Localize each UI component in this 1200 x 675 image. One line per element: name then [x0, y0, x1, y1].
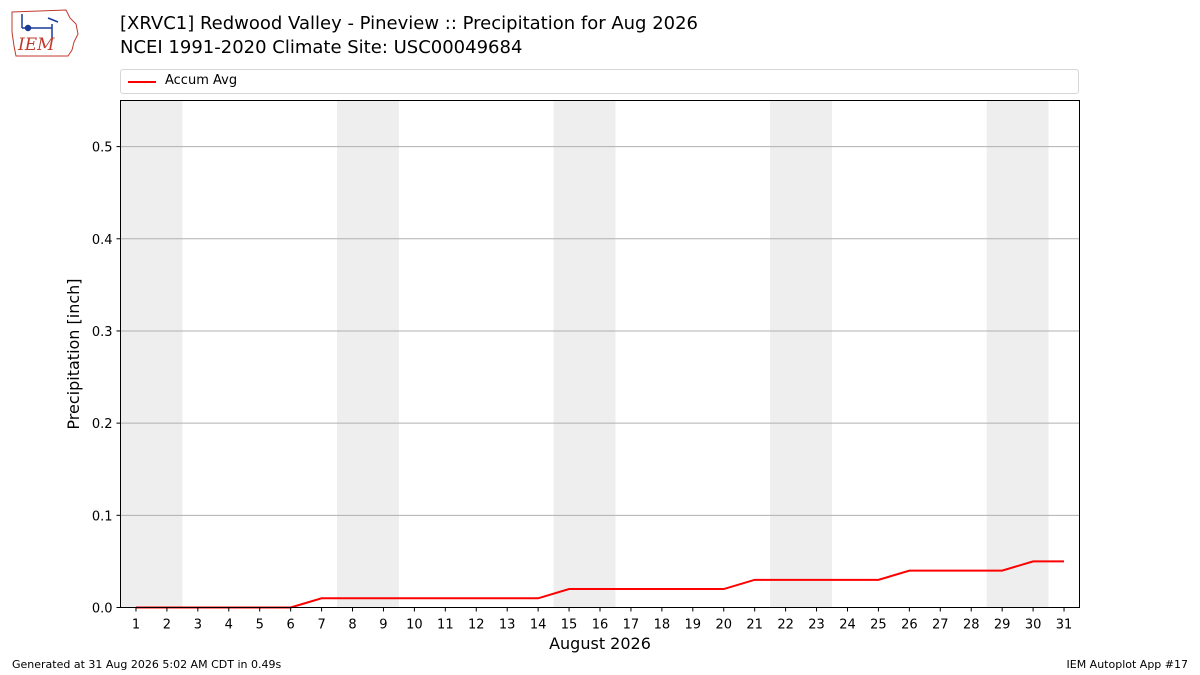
x-tick-label: 13 — [499, 618, 516, 633]
x-tick-label: 8 — [348, 618, 356, 633]
x-tick-label: 29 — [994, 618, 1011, 633]
x-tick-label: 2 — [163, 618, 171, 633]
x-tick-label: 23 — [808, 618, 825, 633]
legend-swatch — [128, 81, 156, 83]
weekend-band — [120, 100, 183, 608]
chart-subtitle: NCEI 1991-2020 Climate Site: USC00049684 — [120, 37, 523, 58]
y-tick-label: 0.5 — [92, 141, 113, 156]
y-tick-label: 0.2 — [92, 417, 113, 432]
x-tick-label: 5 — [256, 618, 264, 633]
x-tick-label: 12 — [468, 618, 485, 633]
x-tick-label: 11 — [437, 618, 454, 633]
weekend-band — [770, 100, 833, 608]
x-tick-label: 27 — [932, 618, 949, 633]
weather-station-icon — [21, 14, 59, 38]
iowa-outline-icon — [11, 9, 79, 57]
x-tick-label: 9 — [379, 618, 387, 633]
x-tick-label: 19 — [685, 618, 702, 633]
x-tick-label: 25 — [870, 618, 887, 633]
y-tick-label: 0.1 — [92, 509, 113, 524]
x-tick-label: 14 — [530, 618, 547, 633]
app-credit: IEM Autoplot App #17 — [1066, 658, 1189, 671]
x-tick-label: 1 — [132, 618, 140, 633]
x-axis-label: August 2026 — [549, 634, 651, 653]
y-tick-label: 0.4 — [92, 233, 113, 248]
iem-logo: IEM — [11, 9, 79, 57]
x-tick-label: 26 — [901, 618, 918, 633]
weekend-band — [986, 100, 1049, 608]
x-tick-label: 28 — [963, 618, 980, 633]
x-tick-label: 3 — [194, 618, 202, 633]
y-tick-label: 0.0 — [92, 602, 113, 617]
x-tick-label: 31 — [1056, 618, 1073, 633]
generated-timestamp: Generated at 31 Aug 2026 5:02 AM CDT in … — [12, 658, 282, 671]
logo-text: IEM — [17, 35, 55, 55]
x-tick-label: 20 — [715, 618, 732, 633]
chart-title: [XRVC1] Redwood Valley - Pineview :: Pre… — [120, 13, 699, 34]
x-tick-label: 4 — [225, 618, 233, 633]
legend: Accum Avg — [120, 69, 1079, 94]
x-tick-label: 17 — [623, 618, 640, 633]
x-tick-label: 22 — [777, 618, 794, 633]
legend-label: Accum Avg — [165, 73, 238, 88]
x-tick-label: 10 — [406, 618, 423, 633]
weekend-band — [553, 100, 616, 608]
x-tick-label: 30 — [1025, 618, 1042, 633]
x-tick-label: 6 — [287, 618, 295, 633]
y-tick-label: 0.3 — [92, 325, 113, 340]
y-axis-label: Precipitation [inch] — [64, 278, 83, 429]
x-tick-label: 21 — [746, 618, 763, 633]
x-tick-label: 7 — [317, 618, 325, 633]
weekend-band — [337, 100, 399, 608]
x-tick-label: 18 — [654, 618, 671, 633]
x-tick-label: 16 — [592, 618, 609, 633]
x-tick-label: 15 — [561, 618, 578, 633]
x-tick-label: 24 — [839, 618, 856, 633]
